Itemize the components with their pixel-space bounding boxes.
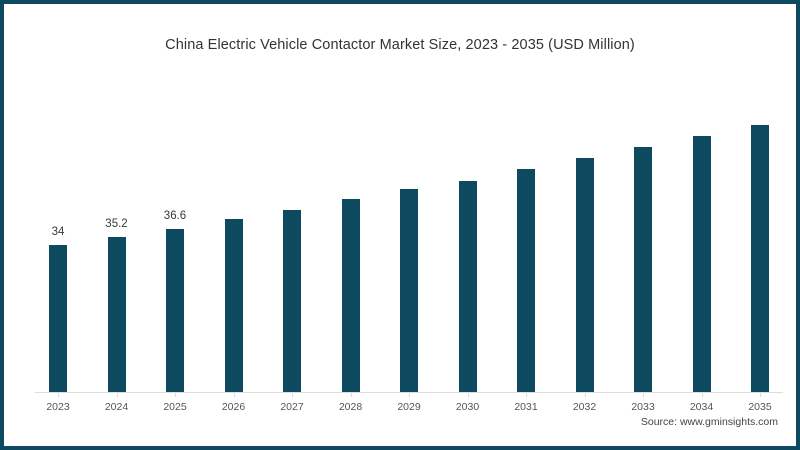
plot-area: 34 2023 35.2 2024 36.6 2025 2026 2027 2028 2029 20… (4, 4, 796, 446)
bar-value-label: 35.2 (105, 218, 128, 231)
bar (166, 228, 184, 392)
bar (751, 125, 769, 392)
bar (634, 147, 652, 392)
bar (517, 168, 535, 392)
x-axis-tick-label: 2028 (338, 401, 363, 413)
bar (49, 245, 67, 392)
x-axis-tick-label: 2030 (455, 401, 480, 413)
bar (341, 198, 360, 392)
bar (224, 219, 243, 392)
x-axis-tick (409, 393, 410, 397)
x-axis-tick (175, 393, 176, 397)
x-axis-tick-label: 2026 (221, 401, 246, 413)
x-axis-tick (292, 393, 293, 397)
x-axis-tick (350, 393, 352, 397)
x-axis-line (35, 392, 783, 393)
bar (575, 157, 594, 392)
bar (107, 237, 126, 392)
x-axis-tick (58, 393, 59, 397)
x-axis-tick-label: 2024 (104, 401, 129, 413)
page-title: China Electric Vehicle Contactor Market … (165, 37, 635, 53)
bar-value-label: 34 (51, 226, 65, 238)
x-axis-tick-label: 2031 (514, 401, 538, 413)
x-axis-tick-label: 2034 (689, 401, 714, 413)
x-axis-tick (760, 393, 761, 397)
x-axis-tick (701, 393, 703, 397)
source-attribution: Source: www.gminsights.com (640, 416, 778, 428)
x-axis-tick (526, 393, 527, 397)
x-axis-tick (233, 393, 235, 397)
bar (692, 135, 711, 392)
x-axis-tick (116, 393, 118, 397)
bar-value-label: 36.6 (163, 209, 187, 222)
x-axis-tick (467, 393, 469, 397)
x-axis-tick-label: 2032 (572, 401, 597, 413)
x-axis-tick-label: 2027 (280, 401, 304, 413)
x-axis-tick (643, 393, 644, 397)
x-axis-tick-label: 2035 (748, 401, 772, 413)
x-axis-tick-label: 2023 (46, 401, 70, 413)
x-axis-tick-label: 2029 (397, 401, 421, 413)
bar (400, 189, 418, 392)
x-axis-tick-label: 2033 (631, 401, 655, 413)
bar (458, 180, 477, 392)
x-axis-tick (584, 393, 586, 397)
x-axis-tick-label: 2025 (163, 401, 187, 413)
bar (283, 209, 301, 392)
